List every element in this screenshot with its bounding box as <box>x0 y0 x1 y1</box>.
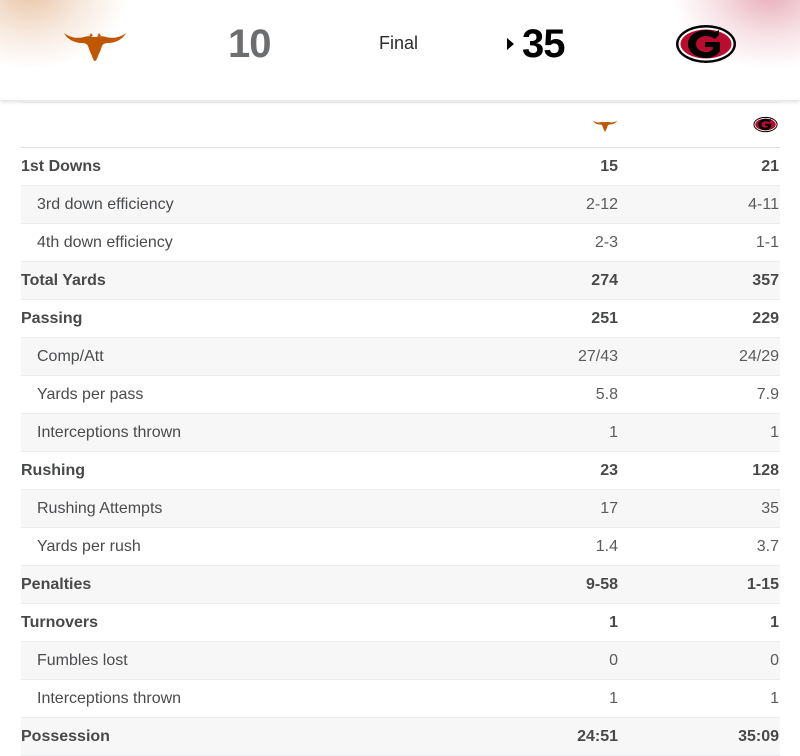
away-stat-value: 7.9 <box>756 386 779 403</box>
away-stat-value: 1 <box>770 424 779 441</box>
home-stat-value: 27/43 <box>577 348 618 365</box>
stat-row: Turnovers 1 1 <box>21 604 780 642</box>
away-stat-value: 229 <box>752 310 779 327</box>
away-stat-value: 24/29 <box>738 348 779 365</box>
texas-longhorn-logo-small <box>592 120 618 132</box>
home-score: 10 <box>228 22 271 66</box>
stat-row: Comp/Att 27/43 24/29 <box>21 338 780 376</box>
stat-label: Total Yards <box>21 272 106 289</box>
home-stat-value: 24:51 <box>577 728 618 745</box>
home-stat-value: 274 <box>591 272 618 289</box>
stat-label: Passing <box>21 310 83 327</box>
stats-rows: 1st Downs 15 21 3rd down efficiency 2-12 4-11… <box>21 148 780 756</box>
winner-arrow-icon <box>507 38 514 50</box>
stat-label: 3rd down efficiency <box>37 196 174 213</box>
stat-label: Turnovers <box>21 614 99 631</box>
stat-label: Yards per pass <box>37 386 144 403</box>
stat-label: Interceptions thrown <box>37 690 182 707</box>
home-stat-value: 9-58 <box>585 576 618 593</box>
stat-row: Passing 251 229 <box>21 300 780 338</box>
away-stat-value: 21 <box>761 158 779 175</box>
stat-row: Possession 24:51 35:09 <box>21 718 780 756</box>
away-stat-value: 35:09 <box>738 728 779 745</box>
table-header <box>21 102 780 148</box>
home-stat-value: 1 <box>609 690 618 707</box>
georgia-g-logo[interactable] <box>675 24 737 64</box>
away-stat-value: 128 <box>752 462 779 479</box>
stat-label: Possession <box>21 728 110 745</box>
georgia-g-logo-small <box>753 116 778 133</box>
home-stat-value: 1 <box>609 614 618 631</box>
stat-row: 3rd down efficiency 2-12 4-11 <box>21 186 780 224</box>
stat-row: Fumbles lost 0 0 <box>21 642 780 680</box>
stat-row: Interceptions thrown 1 1 <box>21 680 780 718</box>
home-stat-value: 1.4 <box>595 538 618 555</box>
away-stat-value: 1 <box>770 690 779 707</box>
away-score: 35 <box>522 22 565 66</box>
home-stat-value: 5.8 <box>595 386 618 403</box>
away-stat-value: 4-11 <box>748 196 779 213</box>
home-stat-value: 2-12 <box>585 196 618 213</box>
stat-label: 4th down efficiency <box>37 234 173 251</box>
home-team-glow <box>0 0 130 70</box>
home-stat-value: 251 <box>591 310 618 327</box>
stat-row: Penalties 9-58 1-15 <box>21 566 780 604</box>
stat-label: Comp/Att <box>37 348 104 365</box>
stat-row: Rushing Attempts 17 35 <box>21 490 780 528</box>
stat-row: Interceptions thrown 1 1 <box>21 414 780 452</box>
away-stat-value: 0 <box>770 652 779 669</box>
home-stat-value: 15 <box>600 158 618 175</box>
game-status: Final <box>379 33 419 53</box>
away-stat-value: 1-15 <box>746 576 779 593</box>
stat-row: Yards per pass 5.8 7.9 <box>21 376 780 414</box>
stat-label: Interceptions thrown <box>37 424 182 441</box>
home-stat-value: 2-3 <box>594 234 618 251</box>
away-stat-value: 357 <box>752 272 779 289</box>
stat-row: 4th down efficiency 2-3 1-1 <box>21 224 780 262</box>
home-stat-value: 17 <box>600 500 618 517</box>
away-stat-value: 1-1 <box>755 234 779 251</box>
stat-label: 1st Downs <box>21 158 102 175</box>
stat-row: Total Yards 274 357 <box>21 262 780 300</box>
stat-label: Fumbles lost <box>37 652 128 669</box>
home-stat-value: 23 <box>600 462 618 479</box>
scoreboard-header: 10 Final 35 <box>0 0 800 100</box>
away-stat-value: 1 <box>770 614 779 631</box>
stat-label: Rushing Attempts <box>37 500 163 517</box>
home-stat-value: 1 <box>609 424 618 441</box>
stat-row: Yards per rush 1.4 3.7 <box>21 528 780 566</box>
stat-label: Penalties <box>21 576 92 593</box>
home-stat-value: 0 <box>609 652 618 669</box>
stat-label: Yards per rush <box>37 538 141 555</box>
texas-longhorn-logo[interactable] <box>63 24 127 62</box>
away-stat-value: 35 <box>761 500 779 517</box>
stat-label: Rushing <box>21 462 85 479</box>
team-stats-table: 1st Downs 15 21 3rd down efficiency 2-12 4-11… <box>21 102 780 756</box>
stat-row: Rushing 23 128 <box>21 452 780 490</box>
stat-row: 1st Downs 15 21 <box>21 148 780 186</box>
away-stat-value: 3.7 <box>756 538 779 555</box>
